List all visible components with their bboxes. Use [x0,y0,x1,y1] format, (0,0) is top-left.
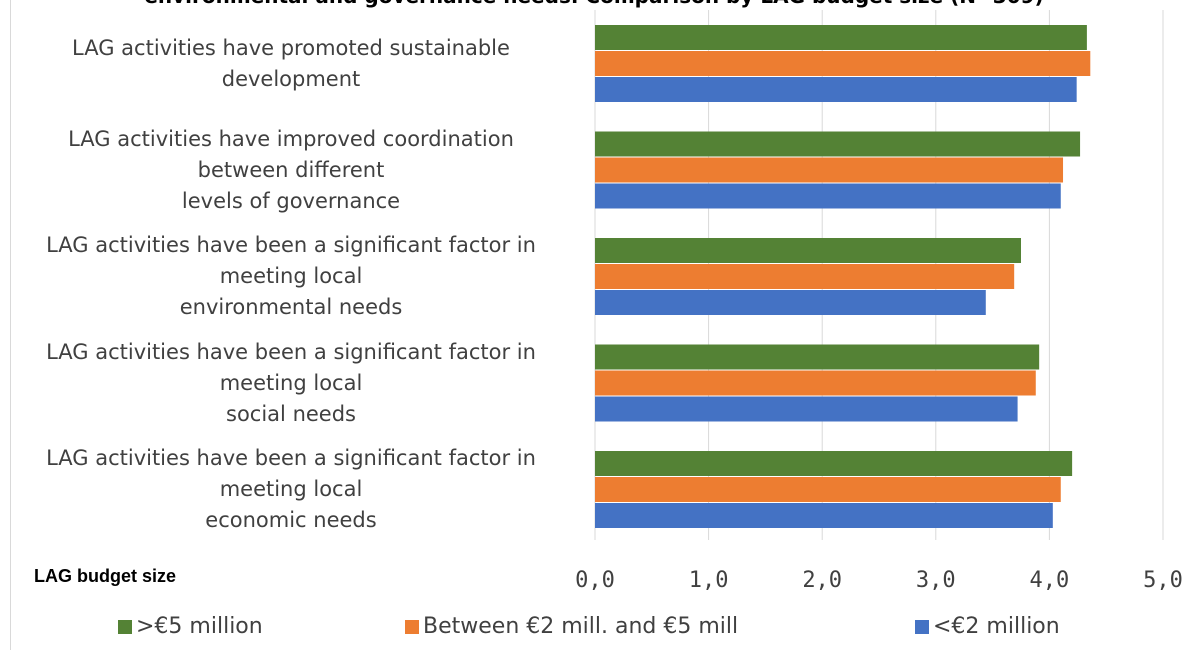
bar [595,290,986,315]
bar [595,131,1081,157]
bar [595,344,1040,370]
legend-title: LAG budget size [34,566,177,586]
bar [595,503,1053,528]
bar [595,370,1036,396]
category-label: LAG activities have improved coordinatio… [0,124,582,217]
category-label-line: between different [197,157,385,182]
category-label: LAG activities have been a significant f… [0,443,582,536]
bar-chart-plot: 0,0 1,0 2,0 3,0 4,0 5,0 [575,10,1183,593]
category-label-line: meeting local [219,477,363,501]
category-label-line: levels of governance [181,188,401,213]
legend-swatch [915,619,929,634]
legend-item: >€5 million [118,614,263,639]
legend-label: >€5 million [136,614,263,639]
bar [595,396,1018,422]
bar [595,477,1061,502]
bar [595,51,1091,76]
category-label-line: environmental needs [179,295,403,319]
bar [595,451,1073,476]
legend-label: <€2 million [933,614,1060,639]
category-label-line: meeting local [219,370,363,395]
category-label: LAG activities have been a significant f… [0,230,582,323]
category-label-line: LAG activities have improved coordinatio… [68,126,514,151]
bar [595,238,1021,263]
bar [595,183,1061,209]
category-label-line: LAG activities have been a significant f… [46,446,536,470]
x-tick-label: 0,0 [575,568,615,593]
x-tick-label: 5,0 [1143,568,1183,593]
chart-frame-border [10,0,11,650]
category-label-line: LAG activities have promoted sustainable [72,35,510,60]
category-label-line: social needs [226,401,356,426]
x-tick-label: 1,0 [689,568,729,593]
x-tick-label: 3,0 [916,568,956,593]
legend-item: Between €2 mill. and €5 mill [405,614,738,639]
category-label: LAG activities have promoted sustainable… [0,33,582,95]
legend-swatch [118,619,132,634]
category-label-line: meeting local [219,264,363,288]
bar [595,264,1015,289]
legend: >€5 million Between €2 mill. and €5 mill <… [0,614,1188,648]
category-label-line: development [221,66,361,91]
category-label-line: economic needs [205,508,377,532]
category-label: LAG activities have been a significant f… [0,337,582,430]
legend-swatch [405,619,419,634]
category-label-line: LAG activities have been a significant f… [46,233,536,257]
chart-title: environmental and governance needs. Comp… [0,0,1188,8]
x-tick-label: 2,0 [802,568,842,593]
x-tick-label: 4,0 [1030,568,1070,593]
category-label-line: LAG activities have been a significant f… [46,339,536,364]
bar [595,77,1077,102]
bar [595,25,1087,50]
legend-item: <€2 million [915,614,1060,639]
legend-label: Between €2 mill. and €5 mill [423,614,739,639]
bar [595,157,1064,183]
